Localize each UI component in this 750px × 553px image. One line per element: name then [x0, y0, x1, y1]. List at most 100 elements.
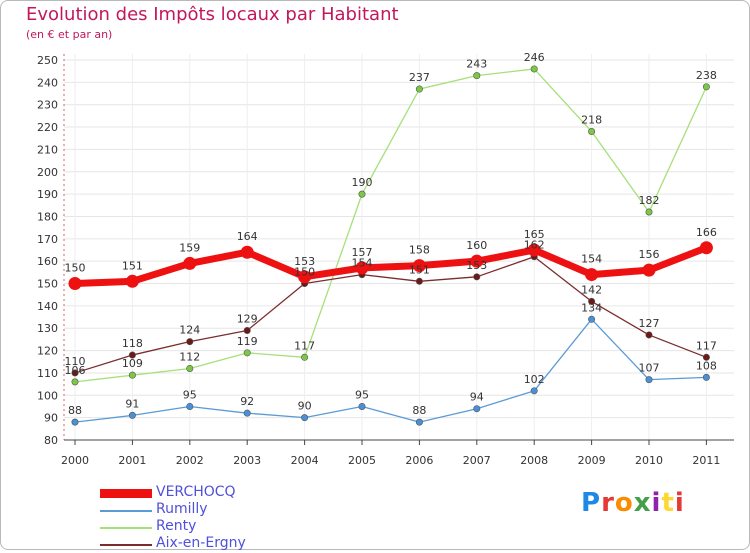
logo-letter: i — [651, 488, 662, 518]
legend-swatch — [100, 510, 152, 512]
plot-area — [64, 54, 734, 440]
x-tick-label: 2001 — [118, 454, 146, 467]
data-point-aix-en-ergny — [702, 353, 710, 361]
data-label: 182 — [639, 194, 660, 207]
data-label: 95 — [355, 388, 369, 401]
data-point-rumilly — [71, 418, 79, 426]
data-point-aix-en-ergny — [186, 338, 194, 346]
x-tick-label: 2009 — [578, 454, 606, 467]
x-tick-label: 2007 — [463, 454, 491, 467]
y-tick-label: 100 — [37, 389, 58, 402]
legend-swatch — [100, 544, 152, 546]
data-point-verchocq — [527, 243, 541, 257]
data-label: 92 — [240, 395, 254, 408]
data-point-verchocq — [412, 259, 426, 273]
data-point-rumilly — [530, 387, 538, 395]
data-point-renty — [358, 190, 366, 198]
data-label: 150 — [294, 266, 315, 279]
data-label: 108 — [696, 359, 717, 372]
data-label: 151 — [122, 259, 143, 272]
legend-label: VERCHOCQ — [156, 484, 236, 500]
logo-letter: P — [581, 488, 602, 518]
x-tick-label: 2008 — [520, 454, 548, 467]
y-tick-label: 240 — [37, 76, 58, 89]
data-point-rumilly — [473, 405, 481, 413]
data-label: 95 — [183, 388, 197, 401]
data-label: 162 — [524, 239, 545, 252]
data-label: 153 — [466, 259, 487, 272]
data-label: 90 — [298, 400, 312, 413]
data-label: 142 — [581, 283, 602, 296]
data-label: 129 — [237, 312, 258, 325]
data-label: 246 — [524, 51, 545, 64]
x-tick-label: 2002 — [176, 454, 204, 467]
data-point-verchocq — [642, 263, 656, 277]
data-label: 238 — [696, 69, 717, 82]
data-label: 88 — [412, 404, 426, 417]
y-tick-label: 200 — [37, 166, 58, 179]
logo-letter: x — [633, 488, 652, 518]
data-label: 102 — [524, 373, 545, 386]
y-tick-label: 210 — [37, 143, 58, 156]
data-point-aix-en-ergny — [588, 297, 596, 305]
y-tick-label: 140 — [37, 300, 58, 313]
data-label: 164 — [237, 230, 258, 243]
y-tick-label: 220 — [37, 121, 58, 134]
x-tick-label: 2006 — [405, 454, 433, 467]
series-line-verchocq — [74, 244, 708, 288]
data-point-renty — [186, 364, 194, 372]
legend-label: Aix-en-Ergny — [156, 535, 246, 551]
data-point-verchocq — [183, 256, 197, 270]
data-point-rumilly — [243, 409, 251, 417]
data-label: 88 — [68, 404, 82, 417]
data-point-rumilly — [358, 402, 366, 410]
y-tick-label: 110 — [37, 367, 58, 380]
y-tick-label: 160 — [37, 255, 58, 268]
data-label: 237 — [409, 71, 430, 84]
data-point-verchocq — [68, 277, 82, 291]
data-label: 117 — [696, 339, 717, 352]
y-tick-label: 170 — [37, 233, 58, 246]
x-tick-label: 2003 — [233, 454, 261, 467]
data-point-renty — [71, 378, 79, 386]
data-label: 110 — [65, 355, 86, 368]
data-label: 156 — [639, 248, 660, 261]
data-point-renty — [588, 128, 596, 136]
chart-subtitle: (en € et par an) — [26, 28, 113, 41]
data-label: 112 — [179, 350, 200, 363]
y-tick-label: 150 — [37, 278, 58, 291]
data-point-rumilly — [588, 315, 596, 323]
data-label: 106 — [65, 364, 86, 377]
data-point-renty — [415, 85, 423, 93]
data-point-rumilly — [645, 376, 653, 384]
data-label: 165 — [524, 228, 545, 241]
data-point-renty — [301, 353, 309, 361]
data-label: 190 — [352, 176, 373, 189]
data-point-rumilly — [128, 411, 136, 419]
legend-swatch — [100, 489, 152, 498]
x-tick-label: 2000 — [61, 454, 89, 467]
y-tick-label: 250 — [37, 54, 58, 67]
data-label: 117 — [294, 339, 315, 352]
logo-letter: i — [674, 488, 685, 518]
data-point-verchocq — [470, 254, 484, 268]
data-point-rumilly — [415, 418, 423, 426]
data-point-renty — [530, 65, 538, 73]
data-label: 218 — [581, 114, 602, 127]
legend-label: Rumilly — [156, 501, 208, 517]
data-label: 107 — [639, 362, 660, 375]
data-label: 157 — [352, 246, 373, 259]
y-tick-label: 80 — [44, 434, 58, 447]
data-label: 134 — [581, 301, 602, 314]
data-label: 159 — [179, 241, 200, 254]
data-label: 154 — [352, 257, 373, 270]
logo-letter: o — [614, 488, 634, 518]
data-point-verchocq — [240, 245, 254, 259]
data-label: 94 — [470, 391, 484, 404]
data-label: 127 — [639, 317, 660, 330]
x-tick-label: 2010 — [635, 454, 663, 467]
logo-letter: r — [601, 488, 615, 518]
data-point-verchocq — [355, 261, 369, 275]
data-label: 153 — [294, 255, 315, 268]
